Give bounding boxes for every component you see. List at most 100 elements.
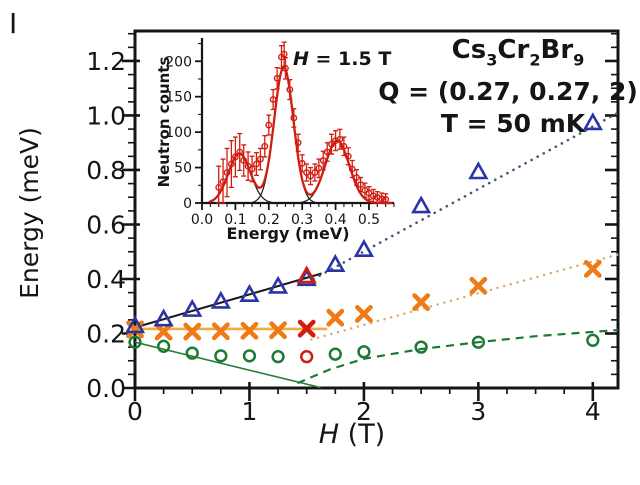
circle-marker (300, 350, 314, 364)
sample-formula-label: Cs3Cr2Br9 (452, 35, 585, 69)
x-marker (583, 260, 602, 278)
circle-marker (223, 169, 231, 176)
main-x-axis-title: H (T) (319, 419, 385, 450)
circle-marker (307, 172, 314, 180)
q-vector-label: Q = (0.27, 0.27, 2) (378, 77, 638, 106)
circle-marker (369, 192, 377, 200)
circle-marker (328, 140, 335, 148)
circle-marker (215, 184, 223, 191)
circle-marker (214, 349, 228, 363)
x-marker (269, 321, 287, 340)
inset-x-tick-label: 0.3 (291, 212, 313, 228)
circle-marker (336, 135, 344, 143)
circle-marker (298, 159, 306, 167)
main-data-series (124, 112, 603, 364)
circle-marker (265, 121, 273, 129)
line-lower-extrapolation-dashed (297, 328, 619, 385)
y-tick-label: 1.2 (86, 47, 126, 76)
inset-x-tick-label: 0.0 (191, 212, 213, 228)
circle-marker (348, 165, 356, 173)
series-upper-mode-triangles (124, 112, 603, 334)
circle-marker (156, 339, 171, 353)
circle-marker (286, 86, 294, 94)
x-marker (355, 304, 373, 323)
circle-marker (319, 157, 327, 164)
triangle-marker (182, 298, 203, 317)
triangle-marker (153, 308, 174, 327)
circle-marker (340, 142, 348, 150)
triangle-marker (267, 275, 289, 294)
circle-marker (323, 148, 331, 156)
inset-x-axis-title: Energy (meV) (226, 224, 349, 243)
main-fit-lines (134, 111, 620, 389)
inset-x-tick-label: 0.4 (324, 212, 346, 228)
main-plot: 0 1 2 3 40.00.20.40.60.81.01.2 Energy (meV) … (15, 29, 638, 450)
circle-marker (414, 340, 428, 354)
triangle-marker (325, 253, 346, 272)
temperature-label: T = 50 mK (441, 109, 587, 138)
triangle-marker (468, 161, 489, 180)
main-plot-frame (133, 29, 620, 390)
circle-marker (294, 139, 302, 147)
y-tick-label: 0.6 (86, 210, 126, 239)
inset-x-tick-label: 0.5 (358, 212, 380, 228)
x-marker (297, 319, 316, 338)
circle-marker (303, 169, 310, 176)
x-marker (412, 293, 431, 312)
triangle-marker (296, 265, 317, 284)
inset-x-tick-label: 0.1 (224, 212, 246, 228)
circle-marker (261, 142, 269, 150)
x-marker (183, 322, 202, 341)
x-tick-label: 1 (242, 397, 258, 426)
triangle-marker (353, 238, 375, 257)
inset-y-tick-label: 50 (174, 161, 192, 177)
inset-axes (200, 38, 394, 205)
circle-marker (280, 50, 288, 58)
y-tick-label: 0.0 (86, 374, 126, 403)
x-tick-label: 3 (470, 397, 486, 426)
line-upper-fit-solid (134, 272, 322, 329)
circle-marker (586, 333, 600, 347)
inset-axis-ticks (195, 42, 395, 210)
y-tick-label: 1.0 (86, 101, 126, 130)
inset-y-tick-label: 150 (165, 90, 192, 106)
circle-marker (185, 346, 199, 360)
line-middle-extrapolation-dotted (310, 253, 620, 341)
circle-marker (242, 349, 257, 363)
series-highlight-cross-1p5T (297, 319, 316, 338)
circle-marker (227, 160, 235, 168)
inset-plot: 0.0 0.1 0.2 0.3 0.4 0.5 0 50 100 150 200 Neutron c… (155, 38, 395, 243)
sample-info-block: Cs3Cr2Br9 Q = (0.27, 0.27, 2) T = 50 mK (378, 35, 638, 138)
x-marker (240, 321, 259, 340)
circle-marker (231, 153, 239, 161)
x-tick-label: 0 (127, 397, 143, 426)
inset-data-points (215, 41, 390, 204)
main-tick-labels: 0 1 2 3 4 0.0 0.2 0.4 0.6 0.8 1.0 1.2 (86, 47, 601, 426)
y-tick-label: 0.2 (86, 319, 126, 348)
circle-marker (357, 181, 365, 188)
circle-marker (357, 345, 371, 359)
circle-marker (248, 165, 256, 173)
series-lower-mode-circles (128, 333, 600, 364)
inset-y-axis-title: Neutron counts (155, 57, 173, 188)
circle-marker (128, 335, 142, 349)
line-upper-extrapolation-dotted (312, 111, 620, 281)
y-tick-label: 0.4 (86, 265, 126, 294)
x-tick-label: 4 (585, 397, 601, 426)
main-y-axis-title: Energy (meV) (15, 127, 44, 299)
x-marker (211, 322, 230, 341)
x-tick-label: 2 (356, 397, 372, 426)
series-middle-mode-crosses (126, 260, 602, 341)
y-tick-label: 0.8 (86, 156, 126, 185)
triangle-marker (411, 195, 432, 214)
inset-y-tick-label: 100 (165, 125, 192, 141)
triangle-marker (239, 283, 260, 302)
circle-marker (269, 96, 277, 103)
panel-label: I (9, 7, 17, 40)
series-highlight-triangle-1p5T (296, 265, 317, 284)
circle-marker (378, 195, 386, 203)
inset-y-tick-label: 200 (165, 54, 192, 70)
x-marker (469, 276, 488, 295)
